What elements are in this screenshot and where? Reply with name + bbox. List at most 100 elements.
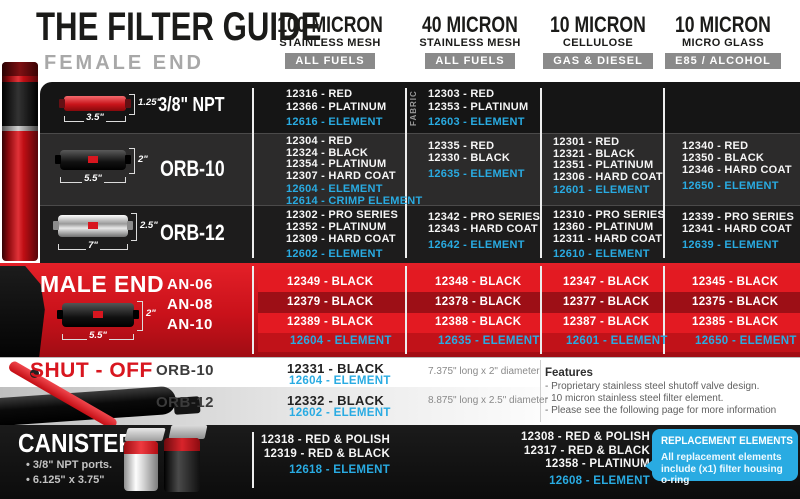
part-number: 12330 - BLACK — [428, 152, 511, 164]
dim-length: 5.5" — [84, 173, 102, 184]
part-number: 12353 - PLATINUM — [428, 100, 529, 113]
fitting-cap — [125, 99, 131, 108]
part-number: 12346 - HARD COAT — [682, 164, 792, 176]
logo-mark — [88, 222, 98, 229]
part-number: 12345 - BLACK — [692, 276, 779, 288]
part-number: 12309 - HARD COAT — [286, 233, 396, 245]
part-number: 12310 - PRO SERIES — [553, 209, 666, 221]
callout-body: All replacement elements include (x1) fi… — [661, 452, 783, 486]
column-header-100-micron: 100 MICRON STAINLESS MESH ALL FUELS — [255, 14, 405, 69]
element-number: 12650 - ELEMENT — [682, 180, 779, 192]
micron-rating: 40 MICRON — [422, 12, 518, 37]
part-number: 12347 - BLACK — [563, 276, 650, 288]
orb10-filter-thumb — [55, 150, 131, 170]
element-number: 12601 - ELEMENT — [566, 335, 668, 347]
dim-height: 2" — [138, 154, 148, 165]
part-number: 12335 - RED — [428, 140, 495, 152]
fitting-cap — [133, 310, 139, 319]
cell-canister-cellulose: 12308 - RED & POLISH 12317 - RED & BLACK… — [520, 431, 650, 488]
part-number: 12311 - HARD COAT — [553, 233, 663, 245]
part-number: 12342 - PRO SERIES — [428, 211, 541, 223]
element-number: 12601 - ELEMENT — [553, 184, 650, 196]
part-number: 12387 - BLACK — [563, 316, 650, 328]
length-bracket: 5.5" — [60, 174, 126, 183]
element-number: 12639 - ELEMENT — [682, 239, 779, 251]
divider — [540, 360, 541, 422]
micron-rating: 10 MICRON — [675, 12, 771, 37]
part-number: 12375 - BLACK — [692, 296, 779, 308]
canister-bullet: • 3/8" NPT ports. — [26, 459, 113, 471]
part-number: 12358 - PLATINUM — [545, 458, 650, 470]
element-number: 12642 - ELEMENT — [428, 239, 525, 251]
fitting-cap — [59, 99, 65, 108]
fitting-cap — [125, 155, 131, 164]
npt-filter-thumb — [59, 96, 131, 111]
part-number: 12306 - HARD COAT — [553, 170, 663, 183]
cell-orb12-cellulose: 12310 - PRO SERIES 12360 - PLATINUM 1231… — [553, 209, 665, 260]
divider — [405, 266, 407, 354]
media-type: STAINLESS MESH — [279, 37, 381, 49]
height-bracket — [137, 301, 143, 331]
part-number: 12389 - BLACK — [287, 316, 374, 328]
fuel-badge: ALL FUELS — [285, 53, 375, 69]
cell-canister-100micron: 12318 - RED & POLISH 12319 - RED & BLACK… — [261, 434, 390, 478]
column-header-10-micron-glass: 10 MICRON MICRO GLASS E85 / ALCOHOL — [648, 14, 798, 69]
micron-rating: 10 MICRON — [550, 12, 646, 37]
row-label-an10: AN-10 — [167, 316, 213, 333]
media-type: STAINLESS MESH — [419, 37, 521, 49]
row-label-an08: AN-08 — [167, 296, 213, 313]
media-type: CELLULOSE — [562, 37, 634, 49]
divider — [405, 88, 407, 258]
part-number: 12308 - RED & POLISH — [521, 431, 650, 443]
part-number: 12378 - BLACK — [435, 296, 522, 308]
cell-orb10-microglass: 12340 - RED 12350 - BLACK 12346 - HARD C… — [682, 140, 792, 192]
part-number: 12385 - BLACK — [692, 316, 779, 328]
height-bracket — [129, 94, 135, 115]
canister-bullet: • 6.125" x 3.75" — [26, 474, 105, 486]
part-number: 12360 - PLATINUM — [553, 221, 654, 233]
divider — [663, 88, 665, 258]
divider — [252, 88, 254, 258]
part-number: 12318 - RED & POLISH — [261, 434, 390, 446]
size-spec: 7.375" long x 2" diameter — [428, 366, 540, 377]
part-number: 12316 - RED — [286, 88, 353, 100]
features-title: Features — [545, 367, 593, 379]
male-filter-thumb — [57, 303, 139, 327]
black-canister-photo — [164, 438, 200, 492]
row-label-an06: AN-06 — [167, 276, 213, 293]
fuel-badge: GAS & DIESEL — [543, 53, 653, 69]
element-number: 12635 - ELEMENT — [428, 168, 525, 180]
canister-cap — [164, 438, 200, 451]
element-number: 12650 - ELEMENT — [695, 335, 797, 347]
cell-orb10-100micron: 12304 - RED 12324 - BLACK 12354 - PLATIN… — [286, 135, 422, 207]
part-number: 12317 - RED & BLACK — [523, 444, 650, 457]
part-number: 12304 - RED — [286, 135, 353, 147]
part-number: 12301 - RED — [553, 136, 620, 148]
row-orb10-bg — [40, 133, 800, 206]
divider — [540, 88, 542, 258]
fabric-note: FABRIC — [409, 90, 418, 126]
height-bracket — [131, 213, 137, 241]
female-end-heading: FEMALE END — [44, 52, 204, 74]
element-number: 12608 - ELEMENT — [549, 474, 650, 487]
replacement-elements-callout: REPLACEMENT ELEMENTS All replacement ele… — [645, 429, 798, 486]
canister-bracket — [124, 428, 166, 441]
part-number: 12339 - PRO SERIES — [682, 211, 795, 223]
element-number: 12610 - ELEMENT — [553, 248, 650, 260]
part-number: 12377 - BLACK — [563, 296, 650, 308]
row-label-orb12: ORB-12 — [160, 220, 225, 245]
part-number: 12350 - BLACK — [682, 152, 765, 164]
part-number: 12343 - HARD COAT — [428, 223, 538, 235]
divider — [663, 266, 665, 354]
element-number: 12635 - ELEMENT — [438, 335, 540, 347]
fitting-cap — [53, 221, 59, 230]
dim-length: 7" — [88, 240, 98, 251]
filter-cap — [2, 62, 38, 76]
element-number: 12604 - ELEMENT — [289, 375, 391, 387]
element-number: 12602 - ELEMENT — [286, 248, 383, 260]
part-number: 12302 - PRO SERIES — [286, 209, 399, 221]
element-number: 12616 - ELEMENT — [286, 116, 383, 128]
row-label-shutoff-orb12: ORB-12 — [156, 394, 215, 411]
part-number: 12341 - HARD COAT — [682, 223, 792, 235]
media-type: MICRO GLASS — [681, 37, 764, 49]
